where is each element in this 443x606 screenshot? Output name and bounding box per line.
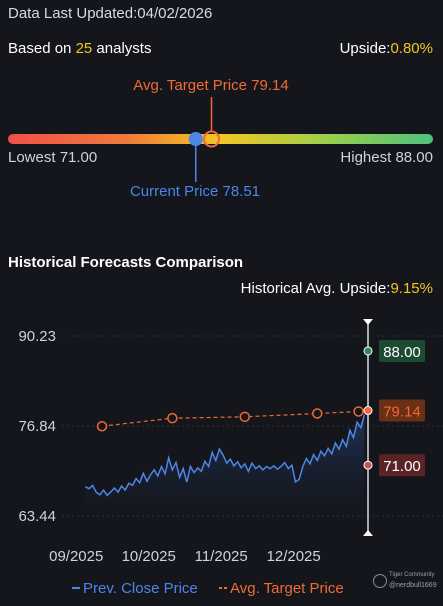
avg-target-point [96,420,108,432]
analyst-count: Based on 25 analysts [8,40,151,57]
y-tick-label: 63.44 [18,508,56,525]
chart-legend: Prev. Close Price Avg. Target Price [72,580,344,597]
watermark-line2: @nerdbull1669 [389,582,437,589]
avg-forecast-value: 79.14 [383,404,421,421]
analyst-count-suffix: analysts [92,40,152,57]
avg-target-point [312,408,323,419]
price-area-fill [85,414,365,516]
current-price-marker [188,132,203,146]
avg-target-label: Avg. Target Price 79.14 [133,77,288,94]
high-forecast-marker [363,346,373,356]
y-axis: 90.23 76.84 63.44 [18,328,56,525]
upside: Upside:0.80% [340,40,433,57]
avg-target-point [167,412,178,424]
x-tick-label: 11/2025 [195,548,248,565]
avg-forecast-badge [379,399,425,422]
y-tick-label: 76.84 [18,418,56,435]
current-price-label: Current Price 78.51 [130,183,260,200]
legend-prev-close: Prev. Close Price [83,580,198,597]
high-forecast-badge [379,339,425,362]
analyst-count-prefix: Based on [8,40,76,57]
forecast-range-markers: 88.00 79.14 71.00 [363,319,425,536]
x-tick-label: 12/2025 [267,548,321,565]
tiger-logo-icon [373,574,387,588]
watermark-line1: Tiger Community [389,572,435,578]
historical-chart: 90.23 76.84 63.44 09/2025 10/2025 11/2025 12/… [18,319,443,597]
highest-label: Highest 88.00 [340,149,433,166]
low-forecast-marker [363,460,373,470]
last-updated: Data Last Updated:04/02/2026 [8,5,212,22]
avg-target-point [353,406,364,417]
avg-forecast-marker [363,406,373,416]
analyst-count-value: 25 [75,40,93,57]
high-forecast-value: 88.00 [383,344,421,361]
avg-target-line [101,409,369,427]
watermark: Tiger Community @nerdbull1669 [373,570,437,596]
x-axis: 09/2025 10/2025 11/2025 12/2025 [49,548,321,565]
historical-upside-value: 9.15% [390,280,433,297]
historical-upside: Historical Avg. Upside:9.15% [241,280,433,297]
range-top-arrow-icon [363,319,373,325]
last-updated-date: 04/02/2026 [137,5,213,22]
y-tick-label: 90.23 [18,328,56,345]
upside-label: Upside: [339,40,391,57]
avg-target-markers [96,406,364,432]
low-forecast-value: 71.00 [383,458,421,475]
range-bottom-arrow-icon [363,530,373,536]
last-updated-label: Data Last Updated: [8,5,138,22]
range-gradient [8,134,433,144]
legend-avg-target: Avg. Target Price [230,580,344,597]
lowest-label: Lowest 71.00 [8,149,97,166]
low-forecast-badge [379,454,425,477]
historical-upside-label: Historical Avg. Upside: [240,280,391,297]
avg-target-point [239,411,251,423]
upside-value: 0.80% [390,40,433,57]
historical-title: Historical Forecasts Comparison [8,254,244,271]
x-tick-label: 10/2025 [122,548,176,565]
avg-target-marker [203,130,220,148]
price-range-bar: Avg. Target Price 79.14 Lowest 71.00 Hig… [8,77,433,200]
x-tick-label: 09/2025 [49,548,103,565]
prev-close-line [85,414,366,497]
